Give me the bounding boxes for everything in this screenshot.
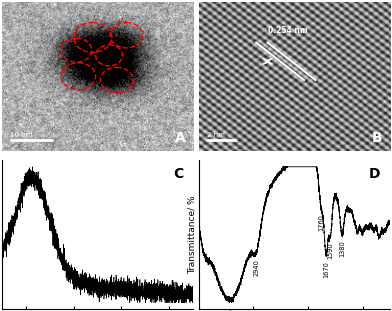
Text: 1670: 1670 xyxy=(323,261,329,278)
Text: 2 nm: 2 nm xyxy=(207,132,224,137)
Text: 0.254 nm: 0.254 nm xyxy=(268,26,307,35)
Text: 10 nm: 10 nm xyxy=(10,132,32,137)
Text: A: A xyxy=(175,131,185,145)
Text: C: C xyxy=(173,167,183,181)
Text: B: B xyxy=(372,131,382,145)
Text: 1760: 1760 xyxy=(318,214,324,231)
Text: 2940: 2940 xyxy=(254,259,260,276)
Text: 1380: 1380 xyxy=(339,241,345,258)
Text: 3400: 3400 xyxy=(229,308,235,311)
Text: D: D xyxy=(369,167,381,181)
Text: 1590: 1590 xyxy=(327,242,334,259)
Y-axis label: Transmittance/ %: Transmittance/ % xyxy=(187,195,196,274)
